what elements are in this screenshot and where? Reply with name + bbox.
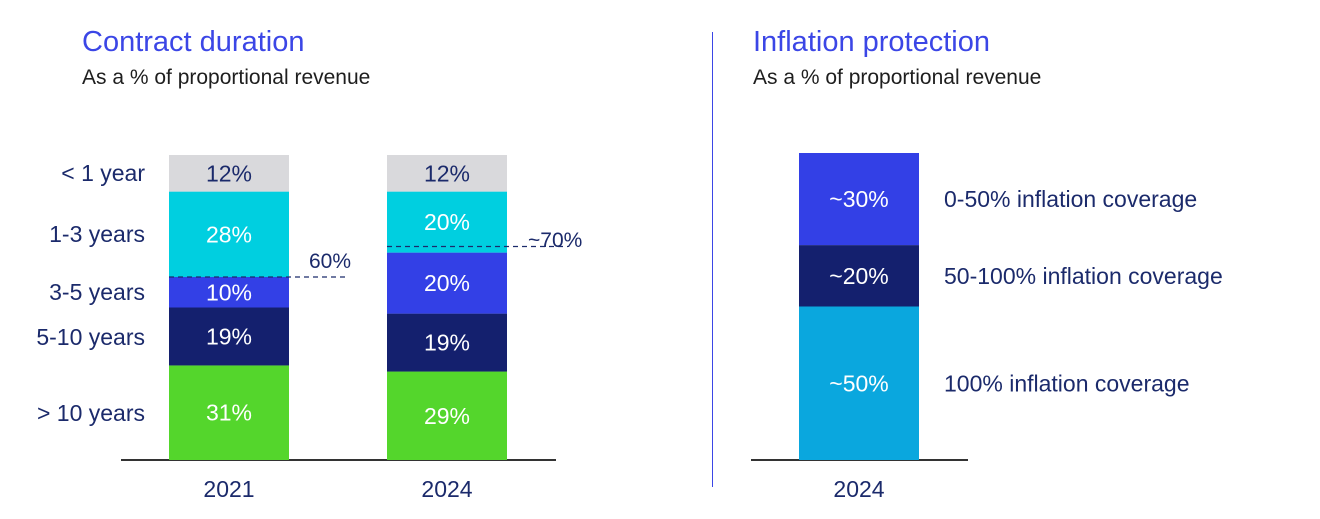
series-label-10-years: > 10 years: [37, 400, 145, 426]
series-label-0-50-inflation-coverage: 0-50% inflation coverage: [944, 186, 1197, 212]
panel-divider: [712, 32, 713, 487]
left-chart-title: Contract duration: [82, 26, 305, 58]
x-tick-label-2021: 2021: [203, 476, 254, 502]
bar-segment-2024-100-inflation-coverage: [799, 306, 919, 460]
data-label-2024-5-10-years: 19%: [424, 330, 470, 356]
bar-segment-2024-3-5-years: [387, 252, 507, 314]
right-chart-title: Inflation protection: [753, 26, 990, 58]
data-label-2024-100-inflation-coverage: ~50%: [829, 370, 888, 396]
bar-segment-2021-3-5-years: [169, 277, 289, 308]
bar-segment-2021-5-10-years: [169, 307, 289, 366]
bar-segment-2024-50-100-inflation-coverage: [799, 245, 919, 307]
series-label-5-10-years: 5-10 years: [36, 324, 145, 350]
data-label-2024-1-year: 12%: [424, 160, 470, 186]
bar-segment-2021-1-year: [169, 155, 289, 192]
data-label-2024-50-100-inflation-coverage: ~20%: [829, 263, 888, 289]
data-label-2024-3-5-years: 20%: [424, 270, 470, 296]
series-label-100-inflation-coverage: 100% inflation coverage: [944, 370, 1190, 396]
data-label-2021-1-year: 12%: [206, 160, 252, 186]
contract-duration-chart: 31% 19% 10% 28% 12% 2021 29% 19% 20% 20% 12% 2024 > …: [36, 155, 582, 502]
data-label-2024-1-3-years: 20%: [424, 209, 470, 235]
data-label-2024-10-years: 29%: [424, 403, 470, 429]
series-label-3-5-years: 3-5 years: [49, 279, 145, 305]
data-label-2021-5-10-years: 19%: [206, 323, 252, 349]
right-chart-subtitle: As a % of proportional revenue: [753, 66, 1042, 89]
bar-segment-2024-5-10-years: [387, 313, 507, 372]
left-chart-subtitle: As a % of proportional revenue: [82, 66, 371, 89]
data-label-2021-10-years: 31%: [206, 400, 252, 426]
series-label-1-year: < 1 year: [61, 160, 145, 186]
inflation-protection-chart: ~50% 100% inflation coverage ~20% 50-100% i…: [751, 153, 1223, 502]
x-tick-label-2024: 2024: [421, 476, 472, 502]
x-tick-label-2024: 2024: [833, 476, 884, 502]
data-label-2021-3-5-years: 10%: [206, 279, 252, 305]
bar-segment-2021-1-3-years: [169, 191, 289, 277]
series-label-1-3-years: 1-3 years: [49, 221, 145, 247]
bar-segment-2024-10-years: [387, 371, 507, 460]
bar-segment-2024-1-year: [387, 155, 507, 192]
bar-segment-2021-10-years: [169, 365, 289, 460]
annotation-label-2024: ~70%: [528, 229, 582, 252]
annotation-label-2021: 60%: [309, 250, 351, 273]
bar-segment-2024-1-3-years: [387, 191, 507, 253]
bar-segment-2024-0-50-inflation-coverage: [799, 153, 919, 246]
data-label-2021-1-3-years: 28%: [206, 221, 252, 247]
data-label-2024-0-50-inflation-coverage: ~30%: [829, 186, 888, 212]
series-label-50-100-inflation-coverage: 50-100% inflation coverage: [944, 263, 1223, 289]
